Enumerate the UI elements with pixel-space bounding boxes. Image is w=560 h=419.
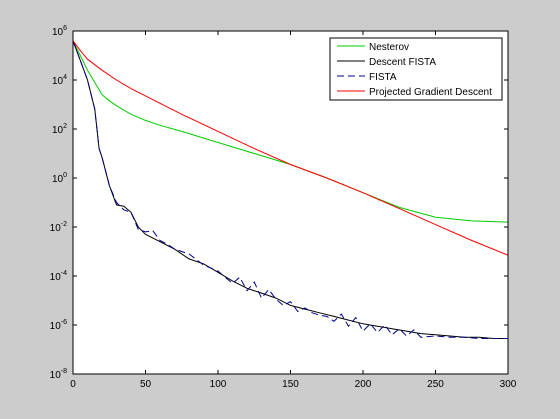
legend-box (329, 37, 503, 101)
y-tick-label: 10-6 (50, 319, 67, 332)
y-tick-base: 10 (50, 321, 62, 332)
y-tick-base: 10 (50, 272, 62, 283)
legend-label: FISTA (369, 72, 397, 83)
tick-layer: 0 50 100 150 200 250 30010-810-610-410-2100102… (50, 25, 517, 390)
y-tick-exponent: -2 (61, 221, 67, 228)
y-tick-label: 100 (52, 172, 67, 185)
legend-label: Projected Gradient Descent (369, 87, 492, 98)
series-line-2 (73, 40, 508, 339)
legend: Nesterov Descent FISTA FISTA Projected Grad… (329, 37, 503, 101)
y-tick-base: 10 (52, 174, 64, 185)
x-tick-label: 100 (210, 379, 227, 390)
y-tick-base: 10 (50, 223, 62, 234)
y-tick-exponent: -4 (61, 270, 67, 277)
y-tick-base: 10 (50, 370, 62, 381)
y-tick-exponent: 0 (63, 172, 67, 179)
y-tick-exponent: 6 (63, 25, 67, 32)
plot-frame (72, 30, 509, 375)
y-tick-exponent: 2 (63, 123, 67, 130)
x-tick-label: 300 (500, 379, 517, 390)
legend-label: Descent FISTA (369, 57, 436, 68)
x-tick-label: 200 (355, 379, 372, 390)
x-tick-label: 150 (282, 379, 299, 390)
y-tick-base: 10 (52, 125, 64, 136)
y-tick-label: 106 (52, 25, 67, 38)
y-tick-label: 102 (52, 123, 67, 136)
x-tick-label: 250 (427, 379, 444, 390)
x-tick-label: 50 (140, 379, 152, 390)
x-tick-label: 0 (70, 379, 76, 390)
y-tick-base: 10 (52, 27, 64, 38)
y-tick-exponent: -8 (61, 368, 67, 375)
y-tick-exponent: 4 (63, 74, 67, 81)
legend-label: Nesterov (369, 42, 409, 53)
y-tick-base: 10 (52, 76, 64, 87)
series-layer (73, 40, 508, 339)
y-tick-label: 10-4 (50, 270, 67, 283)
series-line-3 (73, 40, 508, 256)
y-tick-label: 104 (52, 74, 67, 87)
y-tick-exponent: -6 (61, 319, 67, 326)
y-tick-label: 10-8 (50, 368, 67, 381)
series-line-0 (73, 40, 508, 223)
y-tick-label: 10-2 (50, 221, 67, 234)
